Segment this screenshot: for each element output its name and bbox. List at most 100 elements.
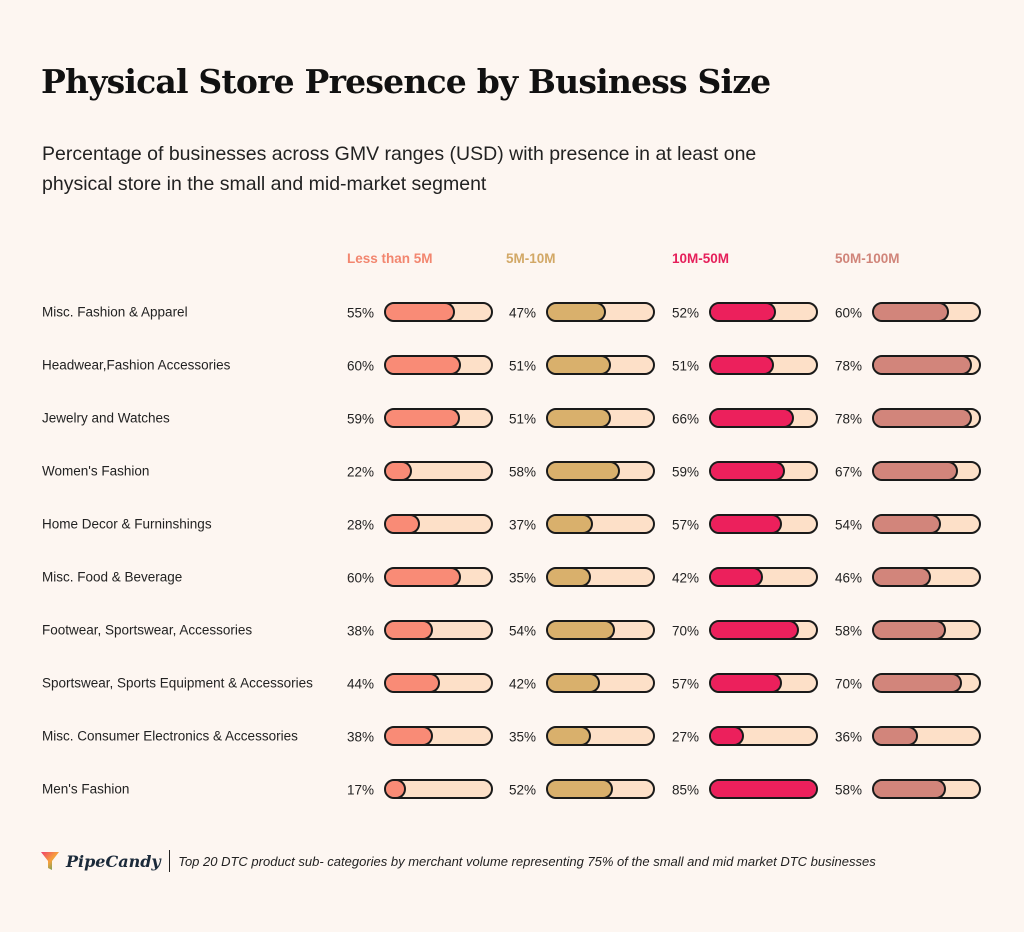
bar-track [384, 355, 493, 375]
bar-track [384, 302, 493, 322]
bar-fill [386, 357, 461, 373]
bar-track [709, 726, 818, 746]
bar-track [872, 620, 981, 640]
value-label: 42% [672, 570, 700, 586]
bar-fill [711, 304, 776, 320]
bar-track [546, 779, 655, 799]
bar-fill [874, 463, 958, 479]
value-label: 78% [835, 358, 863, 374]
value-label: 52% [672, 305, 700, 321]
bar-fill [711, 728, 744, 744]
value-label: 85% [672, 782, 700, 798]
bar-fill [548, 357, 612, 373]
value-label: 57% [672, 676, 700, 692]
value-label: 28% [347, 517, 375, 533]
funnel-logo-icon [41, 852, 59, 870]
bar-fill [386, 675, 441, 691]
category-label: Women's Fashion [42, 463, 150, 479]
bar-track [546, 673, 655, 693]
value-label: 51% [509, 358, 537, 374]
bar-fill [548, 728, 591, 744]
value-label: 57% [672, 517, 700, 533]
bar-fill [548, 304, 607, 320]
bar-track [546, 620, 655, 640]
bar-fill [874, 410, 973, 426]
category-label: Misc. Fashion & Apparel [42, 304, 188, 320]
bar-track [546, 461, 655, 481]
bar-fill [386, 781, 406, 797]
category-label: Home Decor & Furninshings [42, 516, 212, 532]
value-label: 36% [835, 729, 863, 745]
bar-track [872, 514, 981, 534]
bar-track [546, 302, 655, 322]
footnote: Top 20 DTC product sub- categories by me… [178, 853, 876, 869]
bar-track [872, 355, 981, 375]
legend-column-header: 5M-10M [506, 251, 556, 266]
value-label: 38% [347, 729, 375, 745]
legend-column-header: 50M-100M [835, 251, 900, 266]
bar-track [709, 567, 818, 587]
bar-fill [874, 304, 949, 320]
value-label: 60% [835, 305, 863, 321]
bar-track [384, 461, 493, 481]
value-label: 59% [347, 411, 375, 427]
bar-track [384, 673, 493, 693]
bar-fill [386, 410, 460, 426]
bar-fill [386, 516, 420, 532]
value-label: 52% [509, 782, 537, 798]
value-label: 55% [347, 305, 375, 321]
bar-track [384, 514, 493, 534]
value-label: 35% [509, 729, 537, 745]
value-label: 42% [509, 676, 537, 692]
bar-fill [874, 357, 973, 373]
bar-fill [874, 569, 931, 585]
bar-fill [548, 569, 591, 585]
legend-column-header: 10M-50M [672, 251, 730, 266]
category-label: Sportswear, Sports Equipment & Accessori… [42, 675, 313, 691]
bar-fill [386, 569, 461, 585]
bar-fill [386, 463, 413, 479]
value-label: 47% [509, 305, 537, 321]
category-label: Jewelry and Watches [42, 410, 170, 426]
bar-fill [711, 781, 816, 797]
category-label: Men's Fashion [42, 781, 130, 797]
bar-track [384, 779, 493, 799]
legend-column-header: Less than 5M [347, 251, 433, 266]
brand-logo-text: PipeCandy [66, 851, 161, 871]
value-label: 38% [347, 623, 375, 639]
value-label: 78% [835, 411, 863, 427]
bar-track [709, 408, 818, 428]
value-label: 60% [347, 570, 375, 586]
bar-fill [386, 728, 433, 744]
category-label: Headwear,Fashion Accessories [42, 357, 231, 373]
bar-fill [548, 622, 616, 638]
bar-fill [548, 516, 594, 532]
chart-subtitle: Percentage of businesses across GMV rang… [42, 143, 757, 195]
bar-fill [711, 569, 763, 585]
bar-track [872, 779, 981, 799]
value-label: 54% [835, 517, 863, 533]
bar-track [546, 726, 655, 746]
bar-fill [386, 622, 433, 638]
value-label: 35% [509, 570, 537, 586]
category-label: Misc. Consumer Electronics & Accessories [42, 728, 298, 744]
value-label: 37% [509, 517, 537, 533]
bar-fill [548, 675, 600, 691]
value-label: 17% [347, 782, 375, 798]
value-label: 59% [672, 464, 700, 480]
bar-track [872, 408, 981, 428]
bar-fill [548, 781, 613, 797]
bar-track [384, 408, 493, 428]
bar-track [709, 620, 818, 640]
value-label: 51% [509, 411, 537, 427]
bar-fill [874, 622, 947, 638]
bar-track [709, 673, 818, 693]
bar-fill [711, 516, 783, 532]
value-label: 58% [509, 464, 537, 480]
bar-track [709, 302, 818, 322]
bar-track [872, 302, 981, 322]
bar-track [546, 355, 655, 375]
bar-fill [711, 675, 783, 691]
bar-fill [548, 463, 621, 479]
bar-fill [711, 463, 785, 479]
